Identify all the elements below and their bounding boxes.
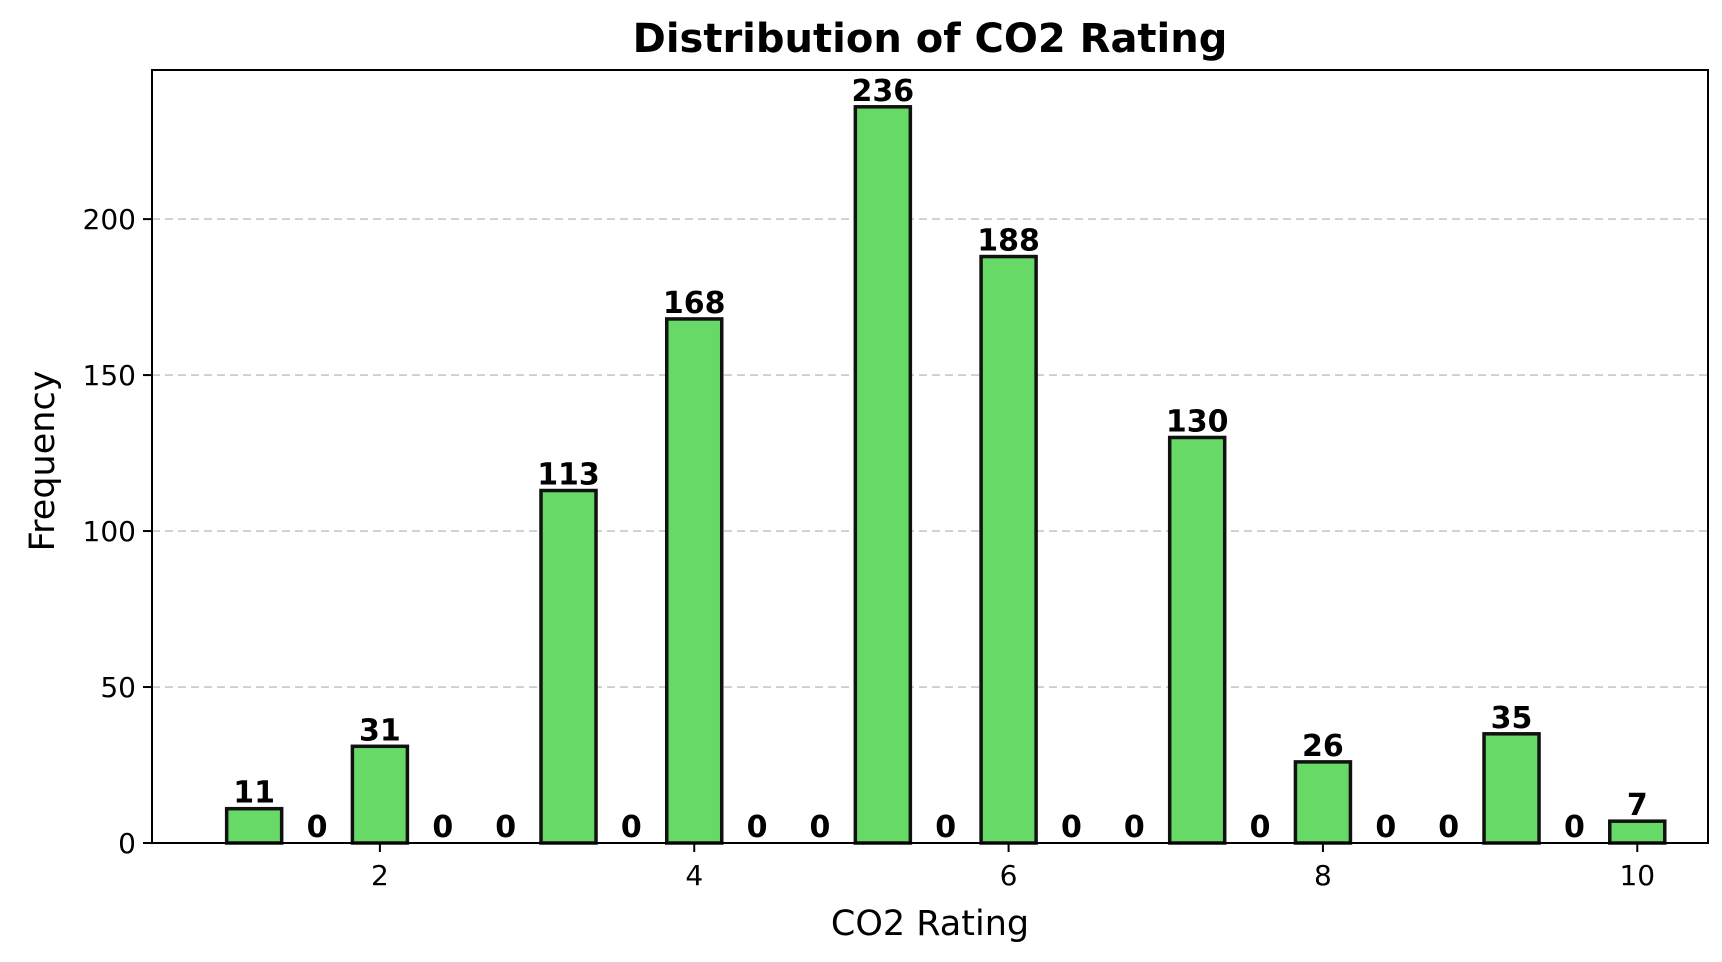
bar-value-label: 0 xyxy=(1250,810,1271,845)
x-axis-label: CO2 Rating xyxy=(831,904,1029,944)
bar xyxy=(664,317,724,845)
grid-lines xyxy=(152,218,1708,688)
bar-value-label: 26 xyxy=(1302,729,1344,764)
x-tick-label: 4 xyxy=(685,859,703,892)
x-axis-ticks: 2 4 6 8 10 xyxy=(371,843,1655,892)
bar-value-labels: 11 0 31 0 0 113 0 168 0 0 236 0 188 0 0 130 0 26 0 0 35 0 7 xyxy=(233,74,1647,845)
bar-value-label: 0 xyxy=(495,810,516,845)
x-tick-label: 2 xyxy=(371,859,389,892)
bar-value-label: 0 xyxy=(432,810,453,845)
bar xyxy=(979,254,1038,845)
y-tick-label: 100 xyxy=(83,515,136,548)
bar-value-label: 0 xyxy=(1438,810,1459,845)
y-axis-label: Frequency xyxy=(23,371,63,552)
bars xyxy=(224,105,1667,845)
bar xyxy=(539,488,598,845)
y-tick-label: 0 xyxy=(118,827,136,860)
x-tick-label: 6 xyxy=(1000,859,1018,892)
bar xyxy=(1482,732,1541,845)
bar-value-label: 236 xyxy=(852,74,915,109)
bar xyxy=(1608,819,1667,845)
bar-value-label: 7 xyxy=(1627,788,1648,823)
bar xyxy=(224,806,284,845)
bar-value-label: 0 xyxy=(747,810,768,845)
bar-value-label: 0 xyxy=(307,810,328,845)
x-tick-label: 8 xyxy=(1314,859,1332,892)
plot-area-frame xyxy=(151,69,1709,844)
bar-value-label: 0 xyxy=(1375,810,1396,845)
bar-value-label: 0 xyxy=(1564,810,1585,845)
chart-title: Distribution of CO2 Rating xyxy=(633,16,1228,62)
bar-value-label: 31 xyxy=(359,713,401,748)
bar-value-label: 168 xyxy=(663,286,726,321)
bar-value-label: 11 xyxy=(233,776,275,811)
bar-value-label: 0 xyxy=(810,810,831,845)
bar-value-label: 188 xyxy=(977,224,1040,259)
y-tick-label: 50 xyxy=(100,671,136,704)
bar xyxy=(1293,760,1353,845)
bar-value-label: 0 xyxy=(621,810,642,845)
y-tick-label: 150 xyxy=(83,359,136,392)
bar-value-label: 130 xyxy=(1166,404,1229,439)
bar-value-label: 0 xyxy=(1124,810,1145,845)
bar-value-label: 0 xyxy=(935,810,956,845)
bar xyxy=(1167,435,1227,845)
y-axis-ticks: 0 50 100 150 200 xyxy=(83,203,152,860)
bar xyxy=(853,105,913,845)
bar-value-label: 113 xyxy=(537,458,600,493)
bar xyxy=(350,744,410,845)
y-tick-label: 200 xyxy=(83,203,136,236)
bar-value-label: 0 xyxy=(1061,810,1082,845)
bar-value-label: 35 xyxy=(1491,701,1533,736)
x-tick-label: 10 xyxy=(1619,859,1655,892)
